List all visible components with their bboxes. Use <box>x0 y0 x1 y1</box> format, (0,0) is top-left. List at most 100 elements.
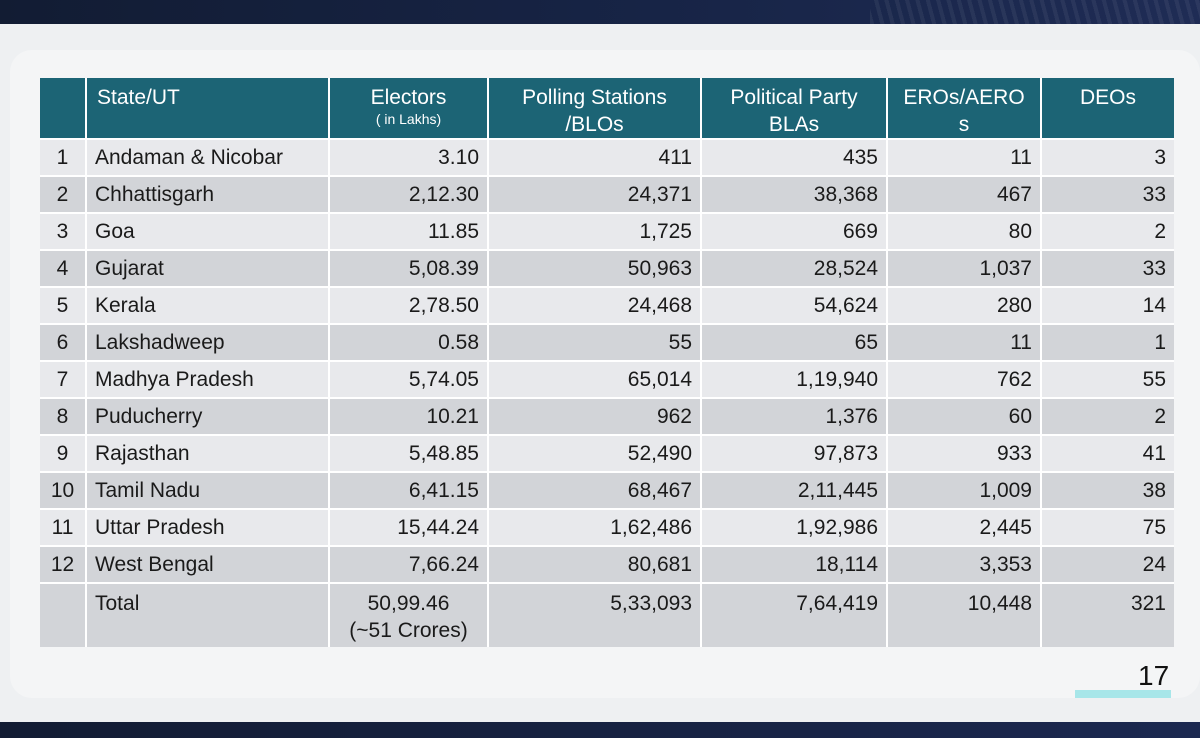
table-row: 8 Puducherry 10.21 962 1,376 60 2 <box>40 397 1174 435</box>
row-index: 3 <box>40 212 87 250</box>
total-electors: 50,99.46 (~51 Crores) <box>329 582 489 647</box>
table-row: 5 Kerala 2,78.50 24,468 54,624 280 14 <box>40 286 1174 324</box>
row-deos: 75 <box>1041 508 1174 546</box>
row-polling-stations: 80,681 <box>488 545 702 583</box>
row-index: 2 <box>40 175 87 213</box>
table-row: 2 Chhattisgarh 2,12.30 24,371 38,368 467 33 <box>40 175 1174 213</box>
table-header-row: State/UT Electors ( in Lakhs) Polling St… <box>40 78 1174 139</box>
row-polling-stations: 411 <box>488 138 702 176</box>
row-electors: 2,78.50 <box>329 286 489 324</box>
header-index <box>40 78 87 139</box>
total-polling-stations: 5,33,093 <box>488 582 702 647</box>
table-total-row: Total 50,99.46 (~51 Crores) 5,33,093 7,64… <box>40 582 1174 647</box>
row-state: Madhya Pradesh <box>86 360 330 398</box>
header-state: State/UT <box>86 78 330 139</box>
row-polling-stations: 65,014 <box>488 360 702 398</box>
row-polling-stations: 1,62,486 <box>488 508 702 546</box>
total-eros-aeros: 10,448 <box>887 582 1042 647</box>
row-state: West Bengal <box>86 545 330 583</box>
row-polling-stations: 52,490 <box>488 434 702 472</box>
row-eros-aeros: 280 <box>887 286 1042 324</box>
table-row: 3 Goa 11.85 1,725 669 80 2 <box>40 212 1174 250</box>
row-index: 7 <box>40 360 87 398</box>
table-row: 9 Rajasthan 5,48.85 52,490 97,873 933 41 <box>40 434 1174 472</box>
row-index: 10 <box>40 471 87 509</box>
row-state: Kerala <box>86 286 330 324</box>
row-index: 6 <box>40 323 87 361</box>
row-index: 9 <box>40 434 87 472</box>
row-electors: 3.10 <box>329 138 489 176</box>
row-index: 8 <box>40 397 87 435</box>
row-electors: 5,08.39 <box>329 249 489 287</box>
row-deos: 1 <box>1041 323 1174 361</box>
table-row: 12 West Bengal 7,66.24 80,681 18,114 3,353 24 <box>40 545 1174 583</box>
row-index: 12 <box>40 545 87 583</box>
table-row: 1 Andaman & Nicobar 3.10 411 435 11 3 <box>40 138 1174 176</box>
row-eros-aeros: 80 <box>887 212 1042 250</box>
table-row: 7 Madhya Pradesh 5,74.05 65,014 1,19,940 762 5… <box>40 360 1174 398</box>
row-electors: 5,74.05 <box>329 360 489 398</box>
row-electors: 5,48.85 <box>329 434 489 472</box>
row-electors: 0.58 <box>329 323 489 361</box>
row-polling-stations: 24,371 <box>488 175 702 213</box>
row-political-party-blas: 28,524 <box>701 249 888 287</box>
row-political-party-blas: 65 <box>701 323 888 361</box>
row-state: Goa <box>86 212 330 250</box>
header-electors: Electors ( in Lakhs) <box>329 78 489 139</box>
row-electors: 11.85 <box>329 212 489 250</box>
header-deos: DEOs <box>1041 78 1174 139</box>
header-electors-unit: ( in Lakhs) <box>375 111 442 127</box>
row-deos: 33 <box>1041 249 1174 287</box>
row-eros-aeros: 933 <box>887 434 1042 472</box>
row-polling-stations: 24,468 <box>488 286 702 324</box>
top-decorative-band <box>0 0 1200 24</box>
row-deos: 3 <box>1041 138 1174 176</box>
row-deos: 55 <box>1041 360 1174 398</box>
row-political-party-blas: 97,873 <box>701 434 888 472</box>
total-political-party-blas: 7,64,419 <box>701 582 888 647</box>
row-state: Chhattisgarh <box>86 175 330 213</box>
row-eros-aeros: 11 <box>887 138 1042 176</box>
electoral-data-table: State/UT Electors ( in Lakhs) Polling St… <box>40 78 1174 647</box>
table-row: 6 Lakshadweep 0.58 55 65 11 1 <box>40 323 1174 361</box>
row-polling-stations: 962 <box>488 397 702 435</box>
row-state: Puducherry <box>86 397 330 435</box>
page-number: 17 <box>1138 660 1170 691</box>
row-eros-aeros: 11 <box>887 323 1042 361</box>
row-polling-stations: 1,725 <box>488 212 702 250</box>
row-deos: 38 <box>1041 471 1174 509</box>
row-state: Tamil Nadu <box>86 471 330 509</box>
row-political-party-blas: 18,114 <box>701 545 888 583</box>
row-state: Gujarat <box>86 249 330 287</box>
header-polling-stations: Polling Stations/BLOs <box>488 78 702 139</box>
bottom-decorative-band <box>0 722 1200 738</box>
row-eros-aeros: 1,037 <box>887 249 1042 287</box>
row-political-party-blas: 1,376 <box>701 397 888 435</box>
table-row: 10 Tamil Nadu 6,41.15 68,467 2,11,445 1,009 38 <box>40 471 1174 509</box>
row-polling-stations: 55 <box>488 323 702 361</box>
row-deos: 2 <box>1041 397 1174 435</box>
header-eros-aeros: EROs/AERO s <box>887 78 1042 139</box>
total-label: Total <box>86 582 330 647</box>
row-eros-aeros: 762 <box>887 360 1042 398</box>
row-deos: 41 <box>1041 434 1174 472</box>
row-index: 1 <box>40 138 87 176</box>
row-deos: 2 <box>1041 212 1174 250</box>
row-polling-stations: 68,467 <box>488 471 702 509</box>
row-electors: 2,12.30 <box>329 175 489 213</box>
row-index: 5 <box>40 286 87 324</box>
row-political-party-blas: 54,624 <box>701 286 888 324</box>
row-political-party-blas: 435 <box>701 138 888 176</box>
row-state: Lakshadweep <box>86 323 330 361</box>
header-political-party-blas: Political Party BLAs <box>701 78 888 139</box>
row-eros-aeros: 467 <box>887 175 1042 213</box>
total-index-cell <box>40 582 87 647</box>
row-state: Uttar Pradesh <box>86 508 330 546</box>
page-number-accent-bar <box>1075 690 1171 698</box>
row-deos: 33 <box>1041 175 1174 213</box>
row-eros-aeros: 60 <box>887 397 1042 435</box>
row-polling-stations: 50,963 <box>488 249 702 287</box>
row-electors: 10.21 <box>329 397 489 435</box>
total-electors-note: (~51 Crores) <box>349 619 468 642</box>
row-political-party-blas: 669 <box>701 212 888 250</box>
